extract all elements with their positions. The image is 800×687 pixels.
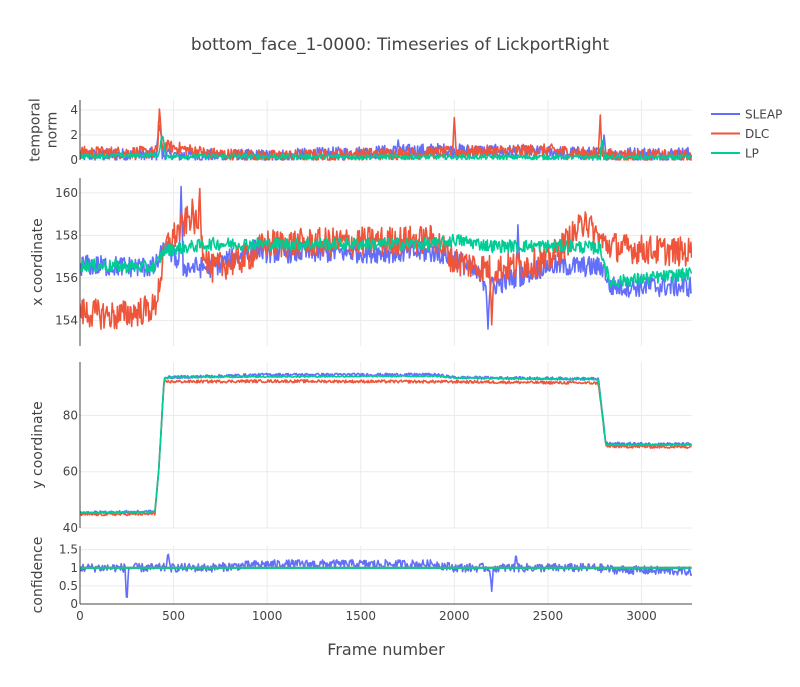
- x-tick-label-2500: 2500: [533, 609, 564, 623]
- y-tick-label-y_coordinate-0: 40: [63, 521, 78, 535]
- y-tick-label-confidence-3: 1.5: [59, 543, 78, 557]
- y-tick-label-confidence-0: 0: [70, 597, 78, 611]
- panel-confidence: [80, 553, 692, 599]
- y-axis-label-y_coordinate: y coordinate: [30, 401, 46, 488]
- y-tick-label-y_coordinate-1: 60: [63, 465, 78, 479]
- series-line-dlc-y_coordinate: [80, 378, 692, 517]
- legend[interactable]: SLEAP DLC LP: [711, 108, 782, 161]
- legend-item-sleap[interactable]: SLEAP: [711, 108, 782, 122]
- legend-item-lp[interactable]: LP: [711, 147, 759, 161]
- y-tick-label-x_coordinate-1: 156: [55, 271, 78, 285]
- x-tick-label-500: 500: [162, 609, 185, 623]
- y-axis-label-x_coordinate: x coordinate: [30, 218, 46, 305]
- y-tick-label-confidence-2: 1: [70, 561, 78, 575]
- y-tick-label-temporal_norm-0: 0: [70, 153, 78, 167]
- y-tick-label-y_coordinate-2: 80: [63, 408, 78, 422]
- legend-label-dlc: DLC: [745, 127, 769, 141]
- y-tick-label-x_coordinate-2: 158: [55, 228, 78, 242]
- x-axis-label: Frame number: [327, 640, 445, 659]
- legend-item-dlc[interactable]: DLC: [711, 127, 769, 141]
- y-tick-label-x_coordinate-3: 160: [55, 186, 78, 200]
- y-axis-label-confidence: confidence: [30, 537, 46, 614]
- y-tick-label-temporal_norm-2: 4: [70, 103, 78, 117]
- plot-layer: [80, 108, 692, 599]
- panel-y_coordinate: [80, 372, 692, 517]
- y-tick-label-x_coordinate-0: 154: [55, 313, 78, 327]
- panel-x_coordinate: [80, 185, 692, 331]
- x-tick-label-2000: 2000: [439, 609, 470, 623]
- legend-label-lp: LP: [745, 147, 759, 161]
- series-line-lp-temporal_norm: [80, 135, 692, 161]
- y-axis-label-temporal_norm: temporalnorm: [28, 98, 61, 161]
- x-tick-label-0: 0: [76, 609, 84, 623]
- chart-title: bottom_face_1-0000: Timeseries of Lickpo…: [191, 35, 610, 55]
- panel-temporal_norm: [80, 108, 692, 161]
- x-tick-label-1000: 1000: [252, 609, 283, 623]
- x-tick-label-3000: 3000: [626, 609, 657, 623]
- y-tick-label-confidence-1: 0.5: [59, 579, 78, 593]
- x-tick-label-1500: 1500: [345, 609, 376, 623]
- series-line-lp-y_coordinate: [80, 374, 692, 514]
- y-tick-label-temporal_norm-1: 2: [70, 128, 78, 142]
- series-line-lp-x_coordinate: [80, 233, 692, 289]
- legend-label-sleap: SLEAP: [745, 108, 782, 122]
